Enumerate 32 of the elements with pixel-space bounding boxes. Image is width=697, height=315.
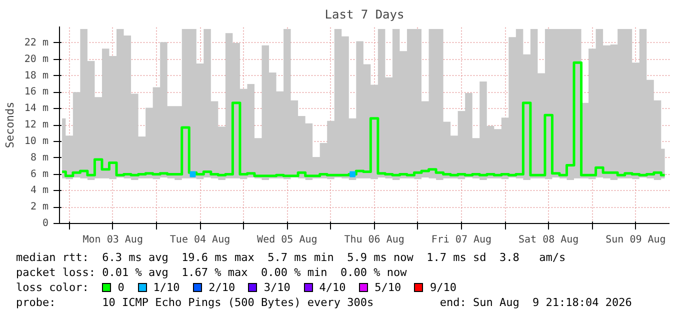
y-tick-label: 0 bbox=[42, 218, 49, 229]
y-tick-label: 22 m bbox=[24, 37, 49, 48]
y-tick-label: 8 m bbox=[30, 152, 48, 164]
x-tick-label: Sun 09 Aug bbox=[606, 234, 666, 246]
text: packet loss: 0.01 % avg 1.67 % max 0.00 % min 0.00 % now bbox=[16, 265, 407, 281]
x-tick-label: Wed 05 Aug bbox=[257, 234, 318, 246]
x-tick-label: Sat 08 Aug bbox=[518, 234, 579, 246]
legend-label: 0 bbox=[118, 281, 124, 294]
text: probe: 10 ICMP Echo Pings (500 Bytes) every 300s end: Sun Aug 9 21:18:04 2026 bbox=[16, 295, 632, 311]
chart-title: Last 7 Days bbox=[324, 8, 404, 22]
y-tick-label: 16 m bbox=[24, 86, 49, 98]
y-tick-label: 12 m bbox=[24, 120, 49, 130]
y-axis-title: Seconds bbox=[3, 102, 16, 148]
y-tick-label: 10 m bbox=[24, 136, 49, 147]
x-tick-label: Thu 06 Aug bbox=[344, 234, 404, 246]
y-tick-label: 20 m bbox=[24, 54, 49, 65]
legend-label: 9/10 bbox=[430, 281, 457, 294]
x-tick-label: Fri 07 Aug bbox=[431, 234, 492, 246]
x-tick-label: Tue 04 Aug bbox=[170, 234, 230, 246]
legend-label: 5/10 bbox=[374, 281, 402, 294]
x-tick-label: Mon 03 Aug bbox=[82, 234, 143, 246]
legend-label: 3/10 bbox=[264, 281, 290, 294]
text: median rtt: 6.3 ms avg 19.6 ms max 5.7 ms min 5.9 ms now 1.7 ms sd 3.8 am/s bbox=[16, 250, 566, 266]
legend-label: 1/10 bbox=[153, 281, 180, 294]
y-tick-label: 2 m bbox=[30, 202, 48, 213]
legend-title: loss color: bbox=[16, 281, 89, 294]
y-tick-label: 14 m bbox=[24, 103, 49, 114]
legend-label: 2/10 bbox=[208, 281, 236, 294]
y-tick-label: 6 m bbox=[30, 168, 48, 180]
legend-label: 4/10 bbox=[319, 281, 346, 294]
y-tick-label: 18 m bbox=[24, 70, 49, 82]
y-tick-label: 4 m bbox=[30, 185, 48, 196]
